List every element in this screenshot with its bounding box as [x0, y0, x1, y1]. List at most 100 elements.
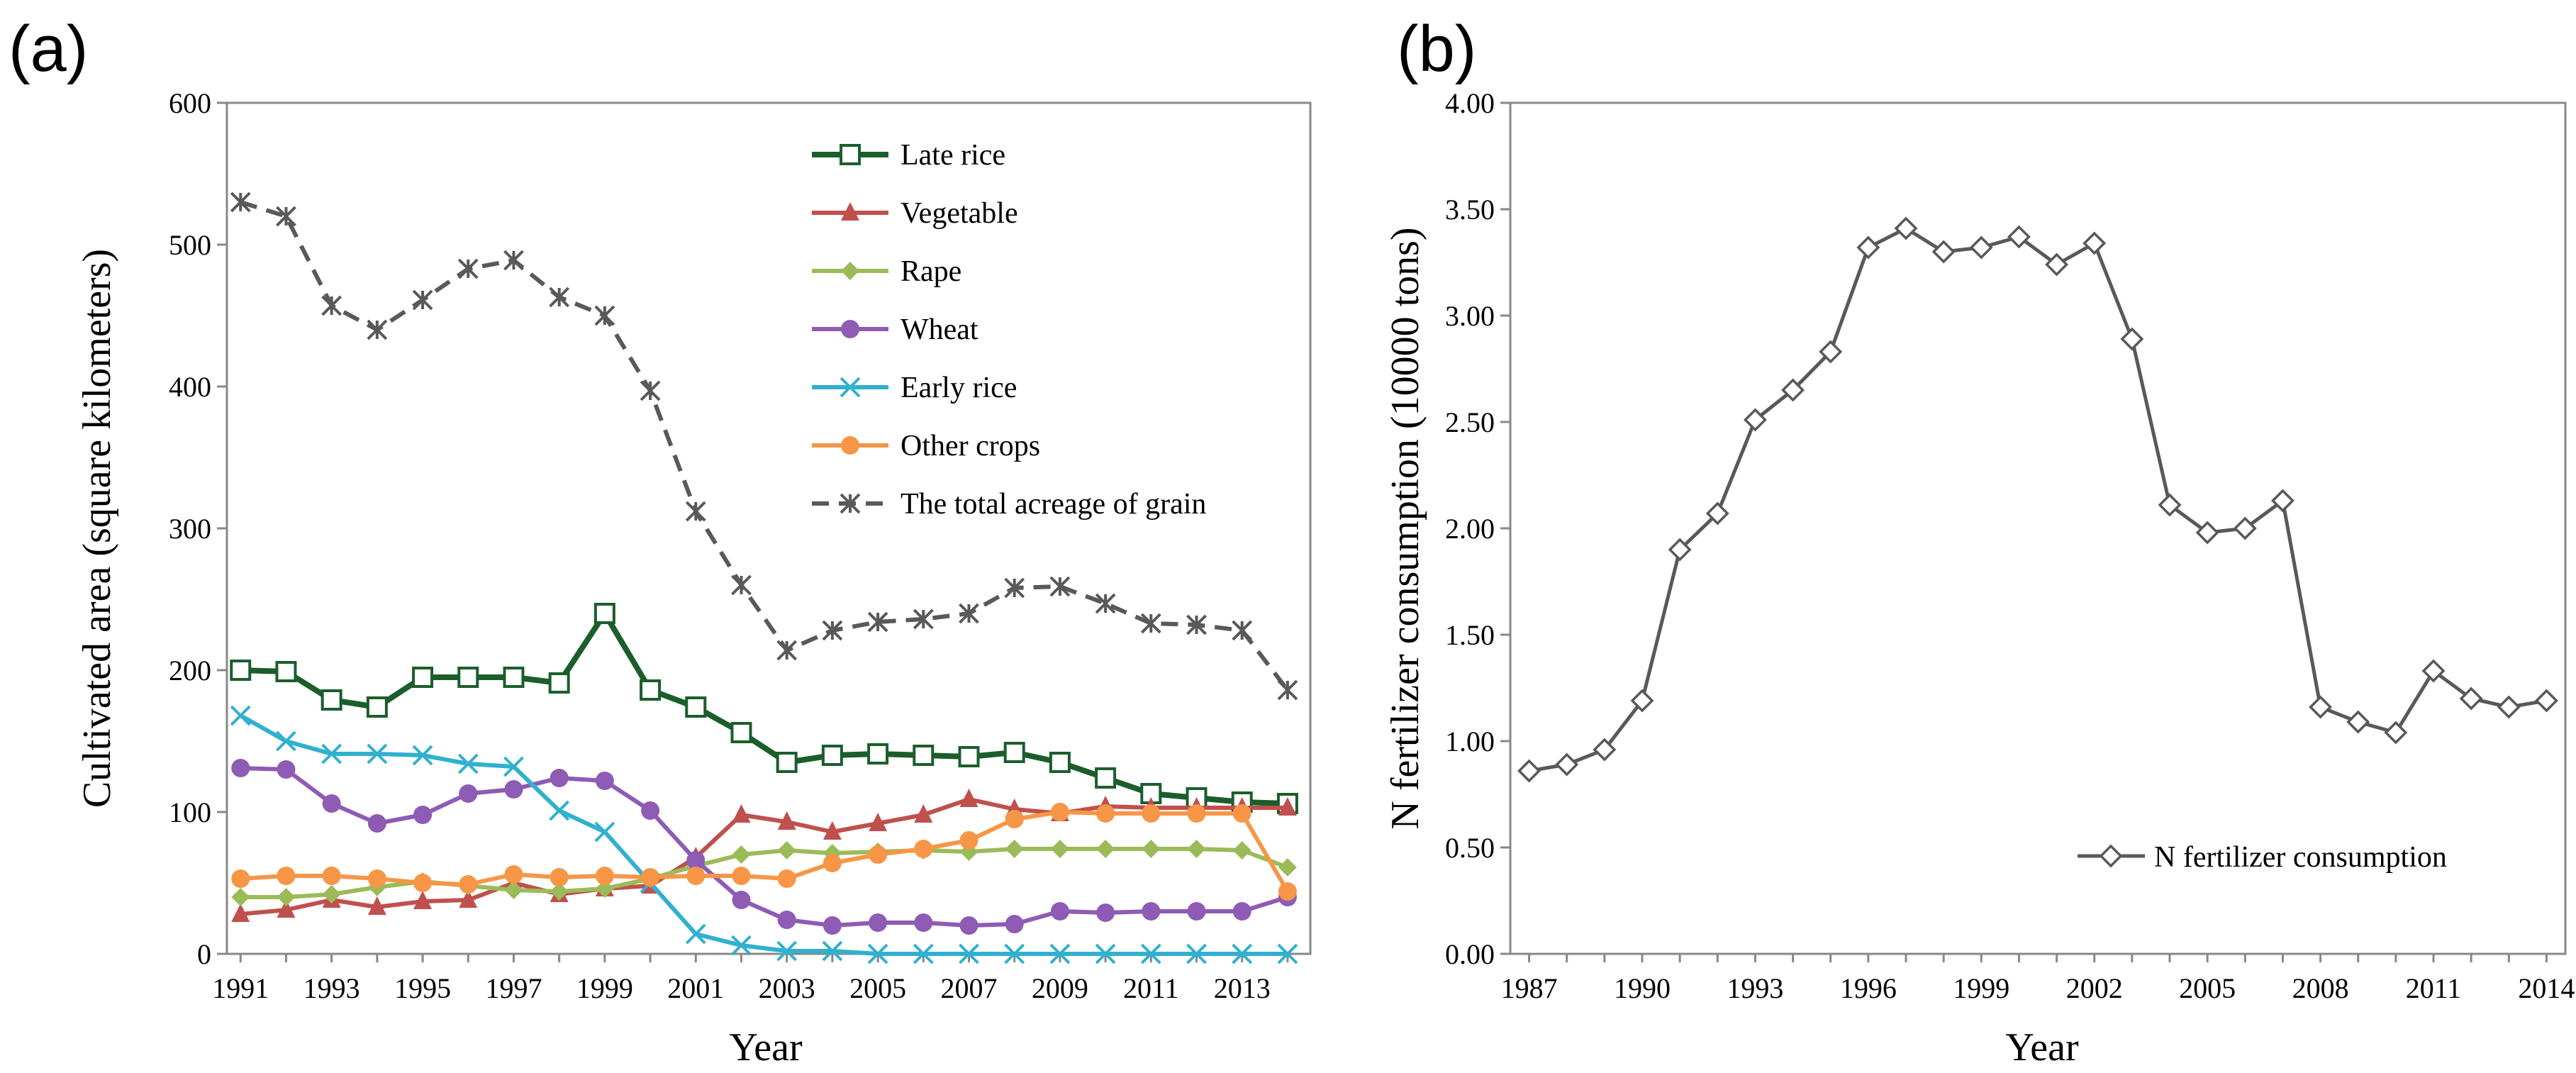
series-line-n-fertilizer-consumption — [1529, 226, 2547, 773]
plot-area-a — [225, 101, 1312, 955]
data-point-other-crops — [1050, 803, 1069, 821]
data-point-n-fertilizer-consumption — [1630, 689, 1654, 713]
x-tick-label: 1987 — [1501, 972, 1558, 1004]
legend-a: Late rice Vegetable Rape Wheat Early rice Oth… — [812, 139, 1206, 521]
data-point-other-crops — [504, 865, 523, 884]
data-point-early-rice — [367, 743, 388, 765]
y-tick-label: 0 — [197, 938, 211, 970]
series-line-the-total-acreage-of-grain — [240, 200, 1290, 691]
legend-label: Wheat — [901, 313, 978, 346]
series-early-rice — [230, 705, 1298, 964]
data-point-late-rice — [685, 696, 707, 718]
data-point-early-rice — [1277, 943, 1298, 964]
data-point-late-rice — [275, 661, 297, 682]
y-tick-label: 3.00 — [1445, 300, 1495, 332]
data-point-early-rice — [230, 705, 251, 726]
data-point-rape — [277, 888, 296, 906]
data-point-n-fertilizer-consumption — [1894, 216, 1918, 240]
data-point-the-total-acreage-of-grain — [959, 603, 979, 624]
data-point-vegetable — [914, 804, 933, 823]
data-point-the-total-acreage-of-grain — [549, 287, 570, 308]
data-point-other-crops — [595, 867, 614, 885]
legend-item-late-rice: Late rice — [812, 139, 1005, 172]
data-point-the-total-acreage-of-grain — [367, 319, 388, 340]
data-point-n-fertilizer-consumption — [2534, 689, 2558, 713]
data-point-the-total-acreage-of-grain — [1277, 679, 1298, 701]
data-point-rape — [504, 881, 523, 899]
x-tick-label: 1997 — [485, 972, 542, 1004]
data-point-other-crops — [1187, 804, 1206, 823]
data-point-vegetable — [1278, 797, 1297, 816]
data-point-the-total-acreage-of-grain — [685, 501, 706, 522]
data-point-n-fertilizer-consumption — [2309, 695, 2333, 719]
data-point-the-total-acreage-of-grain — [1140, 613, 1161, 634]
x-tick-label: 2007 — [940, 972, 997, 1004]
data-point-vegetable — [959, 789, 978, 807]
panel-label-a: (a) — [9, 13, 88, 85]
legend-item-wheat: Wheat — [812, 313, 978, 346]
x-tick-label: 2005 — [2179, 972, 2236, 1004]
data-point-n-fertilizer-consumption — [2007, 225, 2031, 249]
data-point-n-fertilizer-consumption — [1931, 240, 1956, 264]
data-point-the-total-acreage-of-grain — [776, 640, 798, 661]
x-tick-label: 2002 — [2066, 972, 2123, 1004]
legend-marker — [840, 493, 861, 514]
data-point-early-rice — [776, 940, 798, 962]
data-point-n-fertilizer-consumption — [1517, 759, 1541, 783]
series-line-vegetable — [240, 797, 1288, 916]
x-tick-label: 1990 — [1614, 972, 1671, 1004]
data-point-late-rice — [821, 745, 843, 766]
legend-marker — [841, 320, 859, 338]
data-point-vegetable — [367, 896, 386, 915]
data-point-n-fertilizer-consumption — [2346, 710, 2370, 734]
data-point-rape — [777, 841, 796, 860]
y-tick-label: 2.00 — [1445, 513, 1495, 545]
data-point-wheat — [777, 911, 796, 929]
data-point-other-crops — [231, 869, 250, 888]
data-point-the-total-acreage-of-grain — [640, 380, 661, 401]
x-tick-label: 1999 — [576, 972, 633, 1004]
series-late-rice — [230, 603, 1298, 814]
data-point-late-rice — [412, 667, 434, 688]
data-point-other-crops — [413, 874, 433, 892]
series-n-fertilizer-consumption — [1517, 216, 2558, 783]
data-point-late-rice — [593, 603, 615, 624]
y-tick-label: 2.50 — [1445, 406, 1495, 438]
data-point-early-rice — [959, 943, 979, 964]
data-point-n-fertilizer-consumption — [2270, 489, 2295, 513]
data-point-rape — [732, 845, 751, 864]
data-point-the-total-acreage-of-grain — [503, 250, 524, 271]
data-point-wheat — [732, 891, 751, 909]
data-point-other-crops — [732, 867, 751, 885]
data-point-wheat — [959, 916, 978, 935]
data-point-n-fertilizer-consumption — [1781, 378, 1805, 402]
data-point-other-crops — [869, 845, 888, 864]
data-point-early-rice — [731, 935, 752, 956]
data-point-early-rice — [1049, 943, 1071, 964]
x-tick-label: 1995 — [394, 972, 451, 1004]
data-point-the-total-acreage-of-grain — [822, 620, 843, 641]
series-other-crops — [231, 803, 1297, 901]
x-tick-label: 2013 — [1214, 972, 1271, 1004]
legend-item-the-total-acreage-of-grain: The total acreage of grain — [812, 488, 1206, 521]
y-tick-label: 600 — [169, 87, 211, 119]
data-point-wheat — [595, 772, 614, 790]
data-point-rape — [550, 882, 569, 901]
x-axis-title-b: Year — [2005, 1025, 2079, 1069]
legend-label: The total acreage of grain — [901, 488, 1206, 521]
data-point-other-crops — [1142, 804, 1161, 823]
y-tick-label: 200 — [169, 655, 211, 686]
data-point-the-total-acreage-of-grain — [1232, 620, 1253, 641]
data-point-wheat — [1232, 902, 1251, 921]
data-point-early-rice — [913, 943, 934, 964]
data-point-early-rice — [1095, 943, 1116, 964]
data-point-the-total-acreage-of-grain — [1049, 576, 1071, 597]
data-point-wheat — [1050, 902, 1069, 921]
data-point-n-fertilizer-consumption — [2384, 721, 2408, 745]
y-tick-label: 4.00 — [1445, 87, 1495, 119]
data-point-late-rice — [913, 745, 935, 766]
x-tick-label: 2008 — [2292, 972, 2349, 1004]
legend-item-n-fertilizer-consumption: N fertilizer consumption — [2078, 841, 2447, 874]
y-tick-label: 300 — [169, 513, 211, 545]
